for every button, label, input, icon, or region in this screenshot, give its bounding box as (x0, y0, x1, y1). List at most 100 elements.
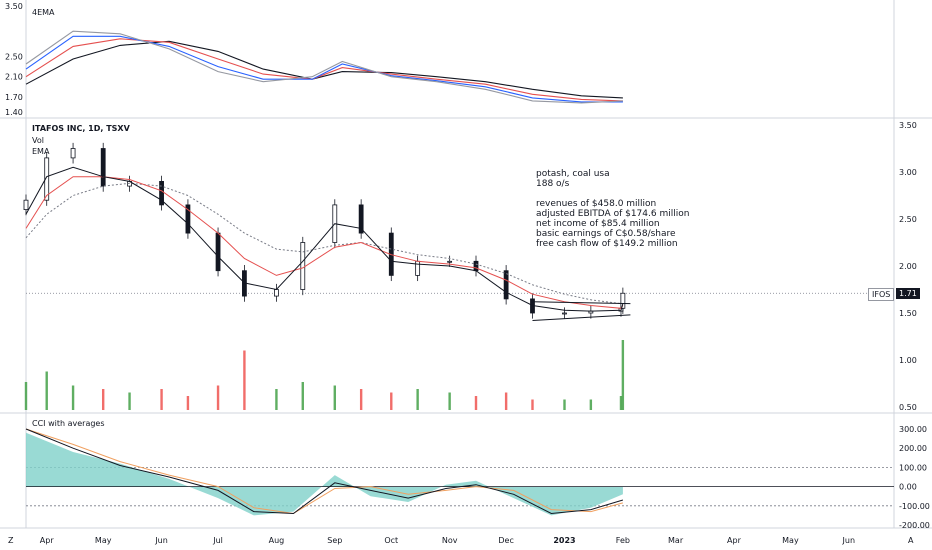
z-icon[interactable]: Z (8, 536, 14, 545)
candle-body (100, 148, 106, 187)
price-axis-tick: 0.50 (899, 403, 917, 412)
vol-label[interactable]: Vol (32, 136, 44, 145)
annotation-line-1: potash, coal usa (536, 169, 610, 179)
volume-bar (333, 385, 336, 410)
symbol-title[interactable]: ITAFOS INC, 1D, TSXV (32, 124, 130, 133)
cci-average-slow (25, 428, 624, 515)
x-axis-tick: Mar (668, 536, 684, 545)
x-axis-tick: Apr (727, 536, 742, 545)
volume-bar (301, 382, 304, 410)
price-axis-tick: 3.00 (899, 168, 917, 177)
annotation-line-5: adjusted EBITDA of $174.6 million (536, 209, 690, 219)
volume-bar (531, 399, 534, 410)
volume-bar (390, 392, 393, 410)
cci-axis-tick: 300.00 (899, 425, 927, 434)
ema-line-gray (25, 30, 623, 104)
x-axis-tick: Jul (212, 536, 223, 545)
x-axis-tick: Nov (442, 536, 458, 545)
ema-label[interactable]: EMA (32, 147, 50, 156)
ema-line-black (25, 40, 623, 99)
cci-axis-tick: 100.00 (899, 463, 927, 472)
volume-bar (216, 385, 220, 410)
x-axis-tick: 2023 (553, 536, 575, 545)
cci-average-fast (25, 428, 624, 515)
price-axis-tick: 2.00 (899, 262, 917, 271)
symbol-badge: IFOS (868, 288, 895, 301)
candle-body (473, 260, 479, 272)
volume-bar (589, 399, 593, 410)
x-axis-tick: Oct (384, 536, 398, 545)
price-ema-slow (25, 176, 624, 309)
ema-axis-tick: 1.40 (5, 108, 23, 117)
candle-body (44, 157, 50, 201)
candle-body (300, 242, 306, 290)
cci-label[interactable]: CCI with averages (32, 419, 105, 428)
volume-bar (504, 392, 508, 410)
volume-bar (359, 389, 363, 410)
candle-body (159, 180, 164, 206)
candle-body (215, 232, 221, 272)
price-ema-dotted (25, 182, 623, 305)
annotation-line-8: free cash flow of $149.2 million (536, 239, 678, 249)
volume-bar (448, 392, 451, 410)
volume-bar (160, 389, 163, 410)
volume-bar (101, 389, 105, 410)
auto-scale-icon[interactable]: A (908, 536, 914, 545)
triangle-upper-line (532, 301, 631, 305)
ema-axis-tick: 2.10 (5, 73, 23, 82)
x-axis-tick: Apr (40, 536, 55, 545)
cci-axis-tick: -100.00 (899, 502, 930, 511)
candle-body (620, 292, 626, 309)
volume-bar (563, 399, 566, 410)
volume-bar (71, 385, 75, 410)
annotation-line-6: net income of $85.4 million (536, 219, 660, 229)
annotation-line-2: 188 o/s (536, 179, 570, 189)
ema-axis-tick: 3.50 (5, 2, 23, 11)
cci-axis-tick: 0.00 (899, 483, 917, 492)
price-axis-tick: 3.50 (899, 121, 917, 130)
x-axis-tick: Aug (269, 536, 285, 545)
cci-axis-tick: 200.00 (899, 444, 927, 453)
candle-body (415, 260, 421, 276)
volume-bar (275, 389, 278, 410)
annotation-line-3 (536, 189, 689, 199)
ema-axis-tick: 1.70 (5, 93, 23, 102)
x-axis-tick: May (782, 536, 799, 545)
candle-body (185, 204, 191, 234)
price-axis-tick: 2.50 (899, 215, 917, 224)
volume-bar (474, 396, 478, 410)
candle-body (562, 312, 567, 315)
annotation-note[interactable]: potash, coal usa 188 o/s revenues of $45… (536, 169, 689, 249)
candle-body (70, 148, 76, 159)
price-badge: 1.71 (896, 288, 920, 299)
volume-bar (186, 396, 190, 410)
x-axis-tick: May (95, 536, 112, 545)
annotation-line-4: revenues of $458.0 million (536, 199, 657, 209)
volume-bar (24, 382, 28, 410)
candle-body (358, 204, 364, 234)
x-axis-tick: Dec (498, 536, 513, 545)
x-axis-tick: Jun (842, 536, 856, 545)
volume-bar (243, 350, 246, 410)
ema-line-red (25, 38, 623, 102)
candle-body (23, 199, 29, 210)
x-axis-tick: Feb (616, 536, 630, 545)
cci-axis-tick: -200.00 (899, 521, 930, 530)
volume-bar (416, 389, 419, 410)
x-axis-tick: Sep (327, 536, 342, 545)
volume-bar (621, 340, 625, 410)
volume-bar (128, 392, 131, 410)
x-axis-tick: Jun (154, 536, 168, 545)
candle-body (274, 289, 279, 297)
annotation-line-7: basic earnings of C$0.58/share (536, 229, 676, 239)
candle-body (503, 270, 509, 300)
triangle-lower-line (532, 314, 631, 322)
price-axis-tick: 1.50 (899, 309, 917, 318)
candle-body (447, 260, 453, 263)
price-axis-tick: 1.00 (899, 356, 917, 365)
price-ema-fast (25, 166, 624, 312)
ema-line-blue (25, 35, 623, 103)
ema-axis-tick: 2.50 (5, 52, 23, 61)
